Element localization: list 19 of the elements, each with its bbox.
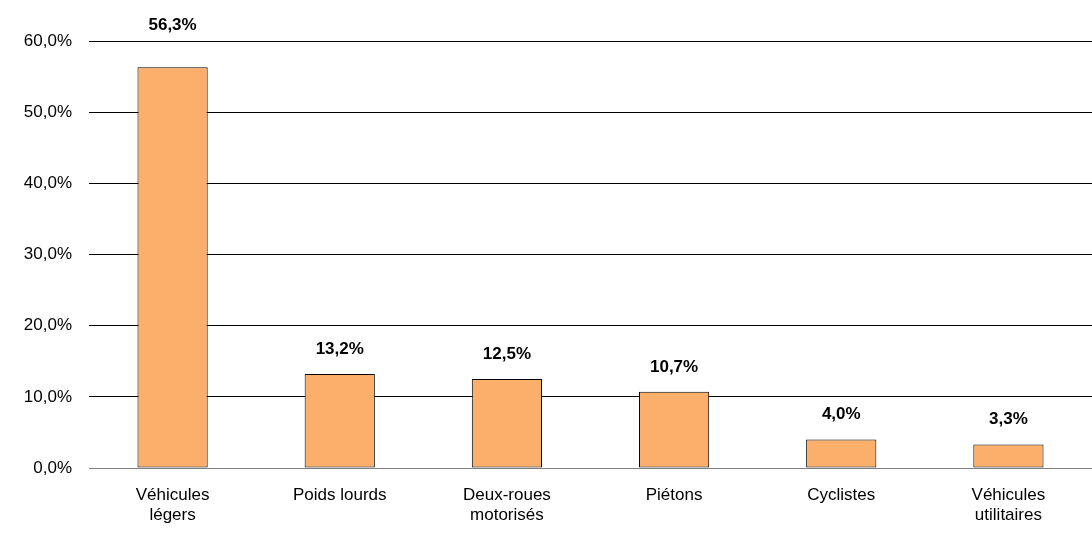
x-tick-label: Piétons	[645, 484, 703, 504]
data-label: 3,3%	[989, 409, 1028, 429]
x-tick-label: Deux-roues motorisés	[462, 484, 551, 525]
y-tick-label: 20,0%	[23, 315, 72, 335]
data-label: 13,2%	[315, 338, 364, 358]
y-tick-label: 0,0%	[33, 457, 72, 477]
data-label: 4,0%	[821, 404, 861, 424]
x-tick-label: Poids lourds	[292, 484, 387, 504]
x-tick-label: Cyclistes	[807, 484, 876, 504]
y-tick-label: 30,0%	[23, 244, 72, 264]
y-tick-label: 10,0%	[23, 386, 72, 406]
y-tick-label: 50,0%	[23, 101, 72, 121]
x-tick-label: Véhicules utilitaires	[971, 484, 1046, 525]
y-tick-label: 40,0%	[23, 173, 72, 193]
data-label: 56,3%	[148, 14, 197, 34]
x-tick-label: Véhicules légers	[135, 484, 210, 525]
y-tick-label: 60,0%	[23, 30, 72, 50]
data-label: 10,7%	[649, 356, 699, 376]
data-label: 12,5%	[482, 343, 532, 363]
